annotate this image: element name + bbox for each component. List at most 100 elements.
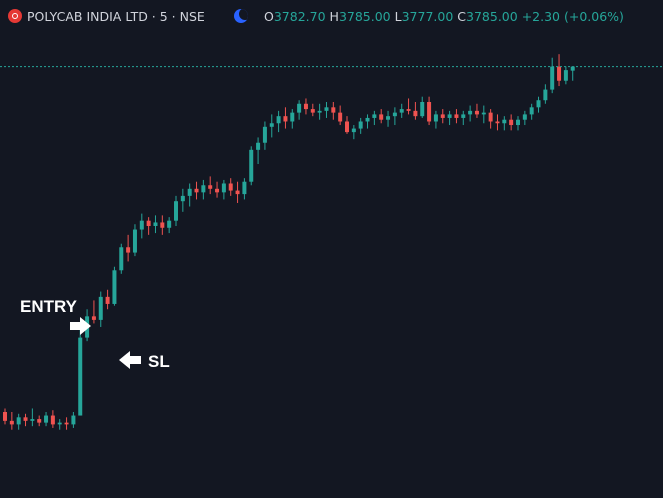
candle-body [146,220,151,226]
candle-body [317,110,322,113]
candle-body [338,112,343,122]
sl-arrow-icon [119,351,141,369]
candle-body [372,114,377,118]
candle-body [522,114,527,120]
candle-body [153,222,158,226]
candle-body [543,89,548,101]
candle-body [57,422,62,425]
high-label: H [329,9,339,24]
low-value: 3777.00 [401,9,454,24]
candle-body [126,247,131,253]
candle-body [379,114,384,120]
close-label: C [457,9,467,24]
candle-body [262,126,267,143]
open-value: 3782.70 [273,9,326,24]
candle-body [495,121,500,124]
candle-body [454,114,459,118]
candle-body [351,128,356,133]
candles-group [3,54,575,430]
candle-body [276,116,281,124]
candle-body [194,188,199,193]
candle-body [433,114,438,122]
candle-body [310,109,315,113]
candle-body [406,109,411,111]
candle-body [30,419,35,421]
candle-body [208,185,213,189]
candle-body [91,316,96,320]
candle-body [529,107,534,115]
candle-body [283,116,288,122]
candle-body [269,123,274,127]
candle-body [256,142,261,150]
candle-body [242,181,247,195]
candle-body [420,102,425,117]
candle-body [358,121,363,129]
symbol-title[interactable]: POLYCAB INDIA LTD · 5 · NSE [27,9,205,24]
candle-body [221,183,226,193]
candle-body [9,420,14,425]
candle-body [228,183,233,191]
entry-annotation: ENTRY [20,297,91,335]
candle-body [249,149,254,182]
candle-body [98,296,103,320]
candle-body [365,117,370,122]
candle-body [78,337,83,416]
candle-body [440,114,445,118]
candle-body [290,112,295,122]
candle-body [303,103,308,110]
candle-body [447,114,452,118]
sl-annotation: SL [119,351,170,371]
polycab-logo-icon [8,9,22,23]
chart-header: POLYCAB INDIA LTD · 5 · NSE O3782.70 H37… [0,0,663,32]
candle-body [324,107,329,111]
entry-arrow-icon [70,317,91,335]
candle-body [167,220,172,228]
candle-body [180,195,185,202]
candle-body [160,222,165,228]
close-value: 3785.00 [466,9,518,24]
candle-body [139,220,144,230]
candle-body [174,201,178,221]
candle-body [215,188,220,193]
sl-label: SL [148,352,170,371]
candle-body [201,185,206,193]
candle-body [3,412,7,421]
change-value: +2.30 (+0.06%) [521,9,624,24]
candle-body [399,109,404,113]
candle-body [536,100,541,108]
candle-body [23,417,28,421]
candle-body [297,103,302,113]
candle-body [119,247,124,271]
candle-body [474,110,479,115]
high-value: 3785.00 [338,9,391,24]
candle-body [331,107,336,113]
candle-body [563,70,568,81]
candle-body [71,415,76,425]
candle-body [44,415,49,423]
candle-body [392,112,397,117]
open-label: O [264,9,274,24]
candle-body [509,119,514,126]
candle-body [112,270,117,304]
candle-body [37,419,42,423]
candle-body [427,102,432,122]
candle-body [235,190,240,195]
candle-body [516,119,520,126]
candle-body [481,112,486,115]
candle-body [132,229,137,253]
market-closed-icon [234,9,248,23]
candle-body [50,415,55,425]
candle-body [105,296,110,304]
candle-body [502,119,507,124]
entry-label: ENTRY [20,297,78,316]
candle-body [386,116,391,120]
candle-body [16,417,21,425]
candle-body [557,66,562,81]
candle-body [550,66,555,90]
candle-body [570,66,575,71]
candle-body [345,121,349,133]
candle-body [64,422,69,425]
candle-body [187,188,192,196]
candle-body [413,110,418,117]
